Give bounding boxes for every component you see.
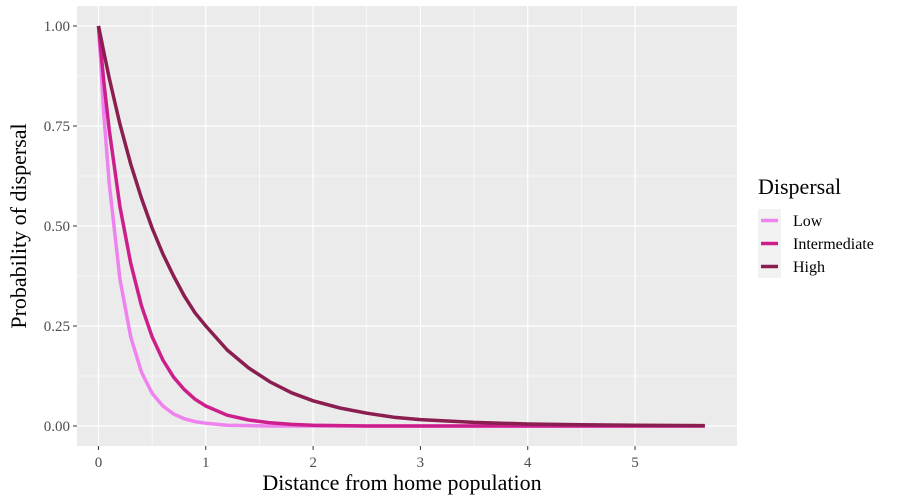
x-tick-label: 1 <box>202 455 210 471</box>
legend-item-high: High <box>758 255 825 278</box>
legend-label-high: High <box>793 259 825 276</box>
axis-tick-labels: 0 1 2 3 4 5 0.00 0.25 0.50 0.75 1.00 <box>44 19 639 471</box>
y-tick-label: 0.50 <box>44 219 70 235</box>
legend-items: Low Intermediate High <box>758 209 874 278</box>
series-line-high <box>96 25 705 428</box>
y-tick-label: 0.75 <box>44 119 70 135</box>
legend-item-intermediate: Intermediate <box>758 232 874 255</box>
series-line-intermediate <box>96 25 705 428</box>
x-axis-title: Distance from home population <box>262 470 541 495</box>
y-tick-label: 0.25 <box>44 319 70 335</box>
axis-ticks <box>73 25 636 450</box>
y-tick-label: 1.00 <box>44 19 70 35</box>
legend-item-low: Low <box>758 209 823 232</box>
x-tick-label: 3 <box>417 455 425 471</box>
x-tick-label: 2 <box>309 455 317 471</box>
legend-title: Dispersal <box>758 174 841 199</box>
major-gridlines <box>77 6 737 446</box>
x-tick-label: 5 <box>631 455 639 471</box>
series-lines <box>96 25 705 428</box>
y-axis-title: Probability of dispersal <box>6 123 31 328</box>
x-tick-label: 4 <box>524 455 532 471</box>
x-tick-label: 0 <box>95 455 103 471</box>
y-tick-label: 0.00 <box>44 419 70 435</box>
legend-label-intermediate: Intermediate <box>793 236 874 253</box>
legend: Dispersal Low Intermediate High <box>758 174 874 278</box>
legend-label-low: Low <box>793 213 823 230</box>
